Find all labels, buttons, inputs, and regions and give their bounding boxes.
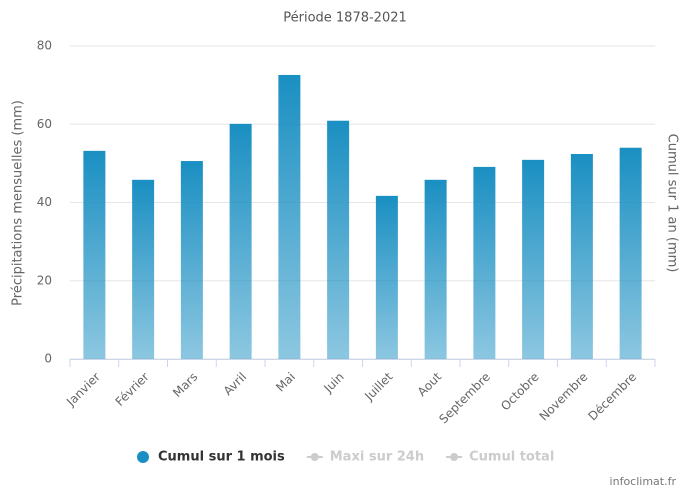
- bar: [375, 195, 398, 359]
- x-tick-label: Décembre: [586, 370, 640, 424]
- y-tick-label: 60: [37, 117, 52, 131]
- x-tick-label: Septembre: [436, 370, 493, 427]
- bar: [619, 147, 642, 359]
- y-axis-title: Précipitations mensuelles (mm): [11, 100, 26, 306]
- x-tick-label: Juillet: [361, 369, 395, 403]
- bar: [229, 123, 252, 359]
- x-tick-label: Novembre: [537, 370, 591, 424]
- legend-label: Cumul total: [469, 450, 554, 465]
- legend-marker: [137, 451, 149, 463]
- x-tick-label: Aout: [415, 369, 445, 399]
- y-tick-label: 80: [37, 39, 52, 53]
- y-tick-label: 0: [44, 352, 52, 366]
- x-tick-label: Avril: [221, 370, 249, 398]
- legend-marker: [310, 453, 319, 461]
- bar: [180, 161, 203, 359]
- x-tick-label: Janvier: [63, 370, 103, 410]
- x-tick-label: Mai: [273, 370, 298, 395]
- x-tick-label: Février: [113, 370, 152, 409]
- legend-label: Cumul sur 1 mois: [158, 450, 285, 465]
- x-tick-label: Octobre: [498, 370, 542, 414]
- bar: [278, 74, 301, 359]
- x-tick-label: Juin: [320, 370, 346, 396]
- bar: [424, 179, 447, 359]
- y-tick-label: 40: [37, 195, 52, 209]
- x-tick-label: Mars: [170, 370, 200, 400]
- legend-label: Maxi sur 24h: [330, 450, 424, 465]
- bar: [473, 166, 496, 359]
- credit: infoclimat.fr: [610, 475, 677, 488]
- chart-title: Période 1878-2021: [283, 11, 407, 26]
- bar: [132, 179, 155, 359]
- y-tick-label: 20: [37, 273, 52, 287]
- bar: [83, 150, 106, 359]
- bar: [570, 153, 593, 359]
- y2-axis-title: Cumul sur 1 an (mm): [665, 134, 680, 273]
- bar: [522, 159, 545, 359]
- bar: [327, 120, 350, 359]
- legend-marker: [450, 453, 459, 461]
